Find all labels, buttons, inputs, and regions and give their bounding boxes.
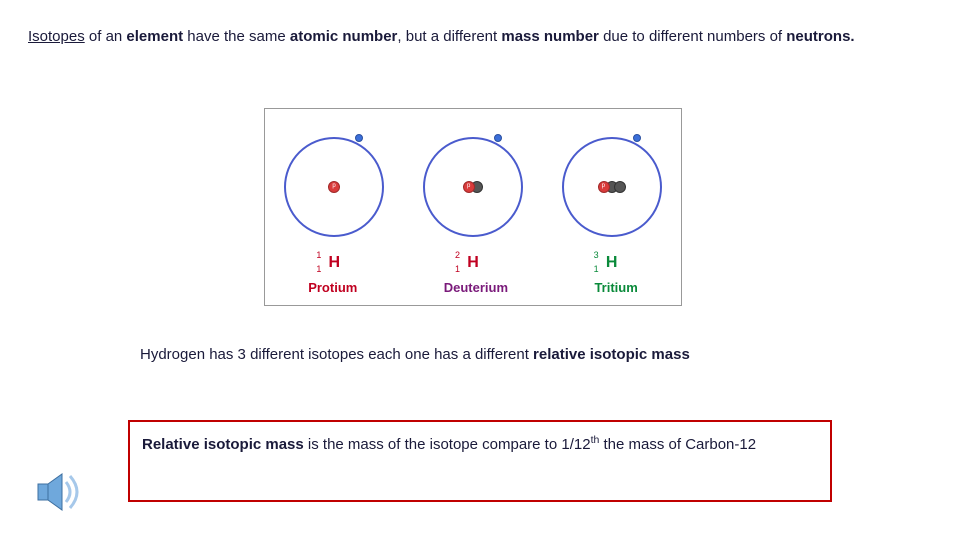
symbol-tritium: 3 1 H: [592, 254, 632, 272]
neutron: [614, 181, 626, 193]
definition-box: Relative isotopic mass is the mass of th…: [128, 420, 832, 502]
nucleus: [600, 181, 624, 193]
isotope-diagram: 1 1 H 2 1 H 3 1 H Protium Deuterium Trit…: [264, 108, 682, 306]
atom-deuterium: [418, 132, 528, 242]
symbol-deuterium: 2 1 H: [453, 254, 493, 272]
speaker-icon[interactable]: [28, 462, 88, 522]
name-deuterium: Deuterium: [444, 280, 508, 295]
name-row: Protium Deuterium Tritium: [265, 274, 681, 305]
hydrogen-note: Hydrogen has 3 different isotopes each o…: [140, 340, 860, 370]
symbol-row: 1 1 H 2 1 H 3 1 H: [265, 254, 681, 274]
atom-tritium: [557, 132, 667, 242]
nucleus: [465, 181, 481, 193]
name-protium: Protium: [308, 280, 357, 295]
electron: [633, 134, 641, 142]
name-tritium: Tritium: [594, 280, 637, 295]
intro-text: Isotopes of an element have the same ato…: [28, 22, 920, 52]
electron: [355, 134, 363, 142]
atom-protium: [279, 132, 389, 242]
symbol-protium: 1 1 H: [314, 254, 354, 272]
proton: [328, 181, 340, 193]
proton: [598, 181, 610, 193]
intro-underline-isotopes: Isotopes: [28, 28, 85, 45]
proton: [463, 181, 475, 193]
nucleus: [330, 181, 338, 193]
electron: [494, 134, 502, 142]
orbit-row: [265, 109, 681, 254]
